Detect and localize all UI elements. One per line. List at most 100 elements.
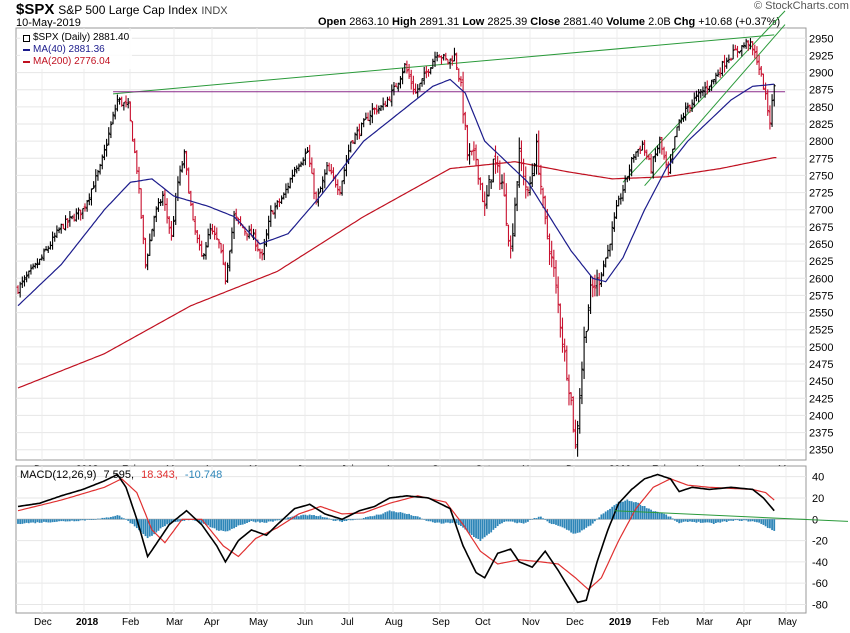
- ohlc-bar: [483, 191, 487, 216]
- macd-histogram-bar: [427, 519, 430, 522]
- ohlc-bar: [405, 60, 409, 74]
- macd-histogram-bar: [509, 519, 512, 522]
- macd-histogram-bar: [153, 519, 156, 535]
- macd-histogram-bar: [434, 519, 436, 523]
- macd-histogram-bar: [606, 510, 609, 520]
- macd-histogram-bar: [581, 519, 583, 531]
- ohlc-bar: [530, 163, 534, 188]
- chart-date: 10-May-2019: [16, 17, 81, 29]
- macd-histogram-bar: [418, 517, 421, 520]
- macd-histogram-bar: [362, 517, 365, 520]
- macd-histogram-bar: [105, 517, 108, 520]
- macd-histogram-bar: [539, 516, 542, 520]
- ohlc-bar: [368, 110, 372, 126]
- macd-histogram-bar: [341, 519, 343, 523]
- ohlc-bar: [394, 82, 398, 88]
- macd-histogram-bar: [380, 514, 382, 520]
- ohlc-bar: [42, 248, 46, 261]
- macd-histogram-bar: [749, 519, 752, 522]
- macd-histogram-bar: [148, 519, 151, 537]
- security-name: S&P 500 Large Cap Index: [58, 3, 198, 17]
- ohlc-bar: [548, 233, 551, 266]
- macd-histogram-bar: [332, 519, 335, 521]
- macd-histogram-bar: [470, 519, 473, 536]
- macd-histogram-bar: [552, 519, 555, 525]
- macd-histogram-bar: [84, 519, 86, 521]
- ohlc-bar: [170, 220, 173, 241]
- ohlc-bar: [757, 55, 761, 75]
- macd-tick-label: -20: [812, 536, 828, 548]
- price-tick-label: 2425: [809, 393, 833, 405]
- macd-legend-label: MACD(12,26,9): [20, 469, 97, 481]
- ohlc-bar: [306, 146, 309, 153]
- macd-histogram-bar: [643, 506, 646, 520]
- price-tick-label: 2625: [809, 256, 833, 268]
- macd-histogram-bar: [702, 519, 704, 523]
- macd-histogram-bar: [591, 519, 594, 524]
- close-label: Close: [530, 16, 561, 28]
- macd-histogram-bar: [494, 519, 497, 529]
- ohlc-bar: [31, 263, 35, 270]
- macd-histogram-bar: [406, 514, 408, 520]
- macd-histogram-bar: [695, 519, 698, 523]
- macd-histogram-bar: [58, 519, 60, 522]
- macd-histogram-bar: [516, 519, 519, 524]
- ohlc-bar: [303, 148, 307, 166]
- macd-histogram-bar: [537, 516, 540, 520]
- ohlc-bar: [509, 235, 513, 259]
- ohlc-bar: [219, 243, 223, 254]
- macd-tick-label: -80: [812, 599, 828, 611]
- ohlc-bar: [705, 80, 709, 95]
- ohlc-bar: [725, 57, 729, 69]
- ohlc-bar: [435, 51, 439, 62]
- macd-histogram-bar: [60, 519, 63, 522]
- macd-histogram-bar: [293, 515, 296, 520]
- macd-histogram-bar: [473, 519, 475, 537]
- ohlc-bar: [198, 234, 201, 251]
- macd-histogram-bar: [151, 519, 153, 536]
- ohlc-bar: [539, 164, 543, 195]
- ohlc-bar: [755, 46, 759, 65]
- macd-histogram-bar: [43, 519, 45, 522]
- macd-histogram-bar: [429, 519, 432, 522]
- macd-month-tick-label: Mar: [696, 617, 714, 628]
- ohlc-bar: [733, 44, 737, 51]
- ohlc-bar: [496, 155, 500, 173]
- macd-histogram-bar: [520, 519, 523, 524]
- macd-histogram-bar: [563, 519, 566, 529]
- ohlc-bar: [511, 223, 515, 252]
- ohlc-bar: [535, 133, 538, 175]
- macd-histogram-bar: [49, 519, 52, 523]
- macd-histogram-bar: [176, 519, 179, 522]
- macd-histogram-bar: [645, 508, 648, 520]
- macd-histogram-bar: [64, 519, 67, 522]
- macd-histogram-bar: [71, 519, 73, 521]
- ohlc-bar: [453, 47, 456, 62]
- macd-histogram-bar: [207, 519, 210, 526]
- ohlc-bar: [610, 221, 614, 251]
- ohlc-bar: [390, 84, 394, 107]
- macd-histogram-bar: [120, 517, 123, 520]
- ohlc-bar: [217, 239, 221, 249]
- ohlc-bar: [455, 52, 459, 70]
- macd-histogram-bar: [630, 501, 633, 520]
- ohlc-bar: [396, 82, 400, 92]
- macd-histogram-bar: [77, 519, 80, 522]
- macd-histogram-bar: [656, 511, 659, 520]
- macd-histogram-bar: [619, 501, 622, 520]
- macd-histogram-bar: [550, 519, 553, 525]
- macd-month-tick-label: May: [249, 617, 268, 628]
- macd-histogram-bar: [313, 515, 315, 520]
- ohlc-bar: [111, 111, 115, 125]
- macd-histogram-bar: [397, 512, 400, 520]
- ohlc-bar: [567, 374, 571, 406]
- macd-histogram-bar: [598, 517, 601, 520]
- macd-histogram-bar: [535, 518, 538, 520]
- macd-histogram-bar: [259, 519, 261, 523]
- ohlc-bar: [558, 303, 562, 338]
- ohlc-bar: [740, 45, 744, 57]
- macd-histogram-bar: [447, 519, 449, 523]
- macd-histogram-bar: [751, 519, 754, 522]
- macd-histogram-bar: [146, 519, 149, 539]
- macd-histogram-bar: [347, 519, 350, 521]
